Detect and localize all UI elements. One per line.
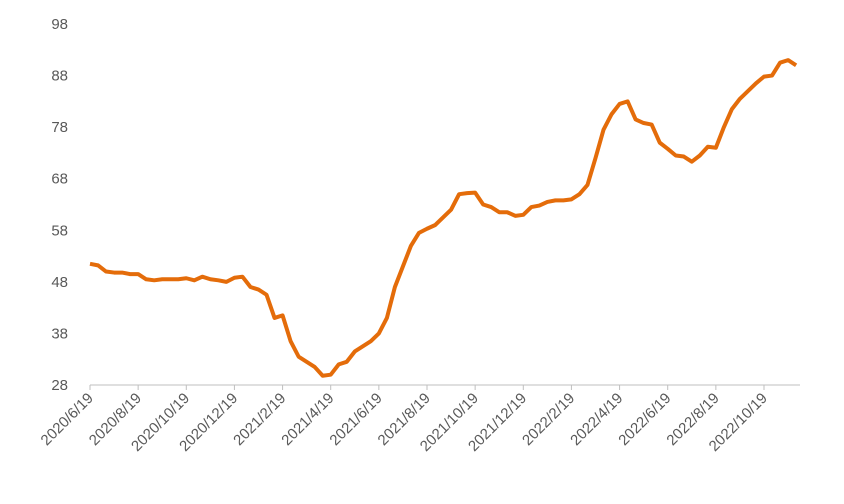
y-tick-label: 28 [51, 377, 68, 394]
y-tick-label: 58 [51, 222, 68, 239]
y-tick-label: 38 [51, 325, 68, 342]
series-line [89, 58, 798, 378]
y-tick-label: 78 [51, 119, 68, 136]
y-tick-label: 48 [51, 274, 68, 291]
y-tick-label: 98 [51, 16, 68, 33]
y-tick-label: 68 [51, 171, 68, 188]
y-tick-label: 88 [51, 68, 68, 85]
